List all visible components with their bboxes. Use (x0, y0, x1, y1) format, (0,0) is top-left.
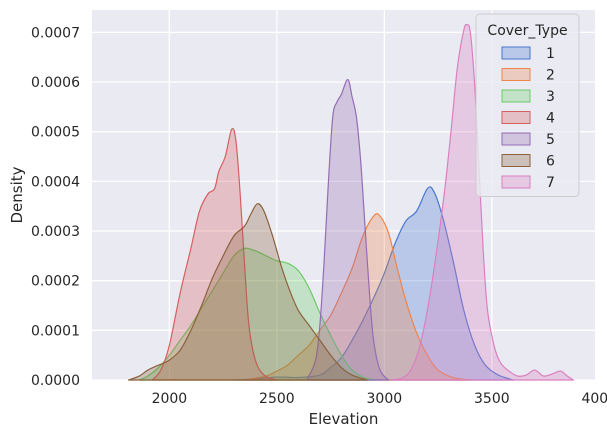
y-tick-label: 0.0004 (31, 174, 80, 190)
y-tick-labels: 0.0000 0.0001 0.0002 0.0003 0.0004 0.0005 0.00… (31, 25, 80, 389)
density-area-5 (306, 78, 390, 381)
density-area-3 (138, 247, 377, 381)
legend-item-1: 1 (501, 46, 555, 62)
legend-item-6: 6 (501, 154, 555, 170)
density-area-4 (151, 127, 278, 381)
y-axis-label: Density (8, 166, 26, 223)
x-tick-label: 2000 (152, 391, 188, 407)
legend-label: 1 (546, 46, 555, 62)
legend-swatch (501, 68, 531, 81)
y-tick-label: 0.0007 (31, 25, 80, 41)
legend-box (475, 13, 580, 197)
legend-label: 2 (546, 68, 555, 84)
legend-items: 1 2 3 4 5 6 7 (501, 46, 555, 191)
legend-swatch (501, 175, 531, 189)
legend-title: Cover_Type (487, 23, 567, 39)
y-tick-label: 0.0005 (31, 125, 80, 141)
legend-swatch (501, 46, 531, 60)
legend-label: 3 (546, 89, 555, 105)
x-axis-label: Elevation (309, 410, 379, 428)
y-tick-label: 0.0006 (31, 75, 80, 91)
legend-swatch (501, 132, 531, 146)
x-tick-label: 2500 (259, 391, 295, 407)
y-tick-label: 0.0003 (31, 224, 80, 240)
y-tick-label: 0.0000 (31, 373, 80, 389)
density-area-2 (244, 213, 471, 381)
legend-swatch (501, 154, 531, 167)
legend-swatch (501, 111, 531, 124)
legend-item-5: 5 (501, 132, 555, 148)
legend-label: 4 (546, 111, 555, 127)
y-tick-label: 0.0001 (31, 323, 80, 339)
legend-label: 7 (546, 175, 555, 191)
legend-item-2: 2 (501, 68, 555, 84)
x-tick-label: 3500 (474, 391, 510, 407)
density-area-6 (127, 203, 368, 381)
density-series (127, 23, 575, 381)
legend-item-4: 4 (501, 111, 555, 127)
legend-item-7: 7 (501, 175, 555, 191)
x-tick-label: 3000 (367, 391, 403, 407)
legend-label: 5 (546, 132, 555, 148)
density-area-1 (233, 186, 514, 381)
y-tick-label: 0.0002 (31, 274, 80, 290)
legend: Cover_Type 1 2 3 4 5 6 7 (475, 13, 580, 197)
legend-item-3: 3 (501, 89, 555, 105)
legend-label: 6 (546, 154, 555, 170)
legend-swatch (501, 89, 531, 103)
